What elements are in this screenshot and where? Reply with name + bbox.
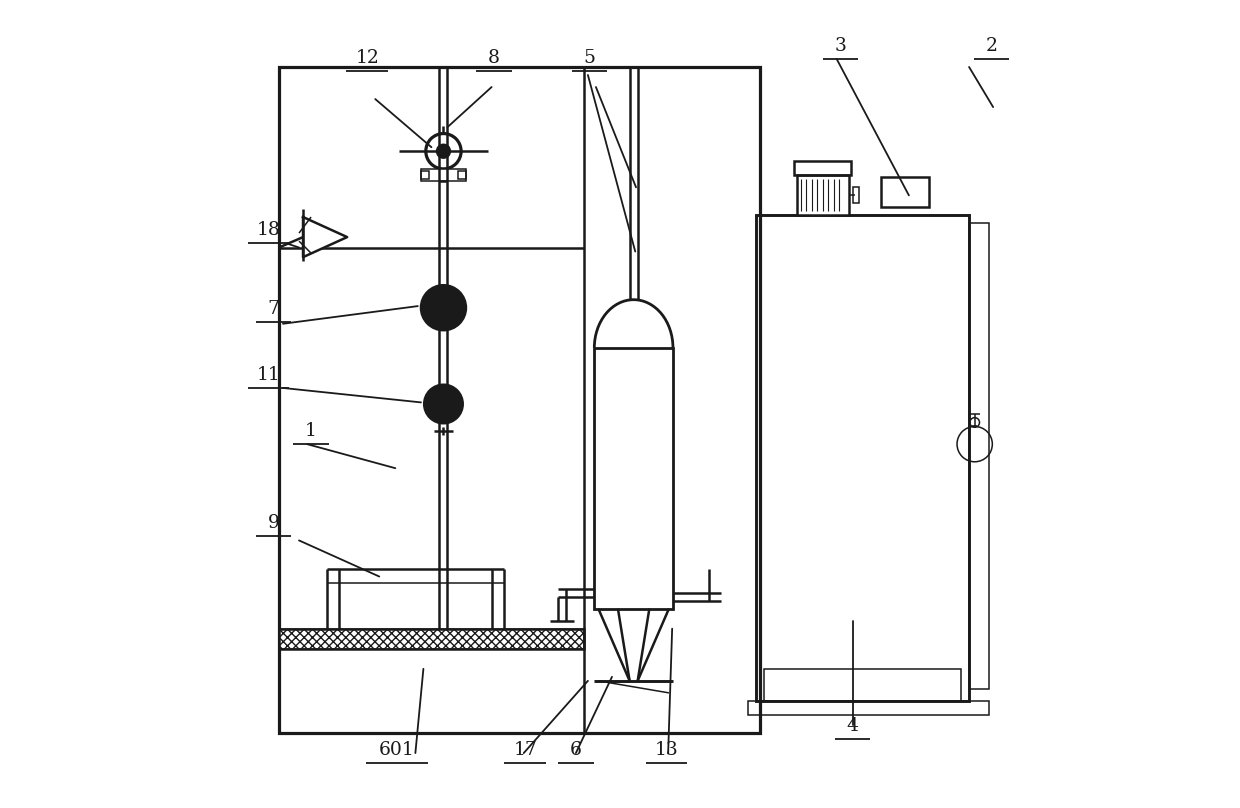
Text: 13: 13: [655, 741, 678, 759]
Text: 9: 9: [268, 515, 279, 532]
Circle shape: [424, 385, 463, 423]
Circle shape: [436, 145, 450, 158]
Bar: [796, 175, 848, 216]
Text: 8: 8: [489, 49, 500, 67]
Bar: [970, 224, 990, 689]
Text: 3: 3: [835, 37, 847, 55]
Text: 6: 6: [570, 741, 582, 759]
Text: 11: 11: [257, 366, 280, 384]
Bar: [279, 629, 584, 649]
Bar: [756, 216, 970, 701]
Text: 12: 12: [356, 49, 379, 67]
Text: 601: 601: [379, 741, 415, 759]
Bar: [279, 629, 584, 649]
Bar: [594, 347, 673, 608]
Bar: [880, 177, 929, 208]
Bar: [794, 161, 851, 175]
Bar: [458, 170, 465, 179]
Bar: [764, 669, 961, 701]
Bar: [279, 67, 760, 733]
Circle shape: [422, 285, 466, 330]
Bar: [749, 701, 990, 715]
Text: 7: 7: [268, 300, 279, 318]
Bar: [422, 170, 429, 179]
Text: 18: 18: [257, 221, 280, 238]
Polygon shape: [303, 217, 347, 257]
Bar: [422, 169, 465, 181]
Text: 1: 1: [305, 422, 317, 440]
Text: 17: 17: [513, 741, 537, 759]
Text: 4: 4: [847, 718, 859, 735]
Text: 2: 2: [986, 37, 997, 55]
Bar: [853, 187, 859, 204]
Text: 5: 5: [584, 49, 595, 67]
